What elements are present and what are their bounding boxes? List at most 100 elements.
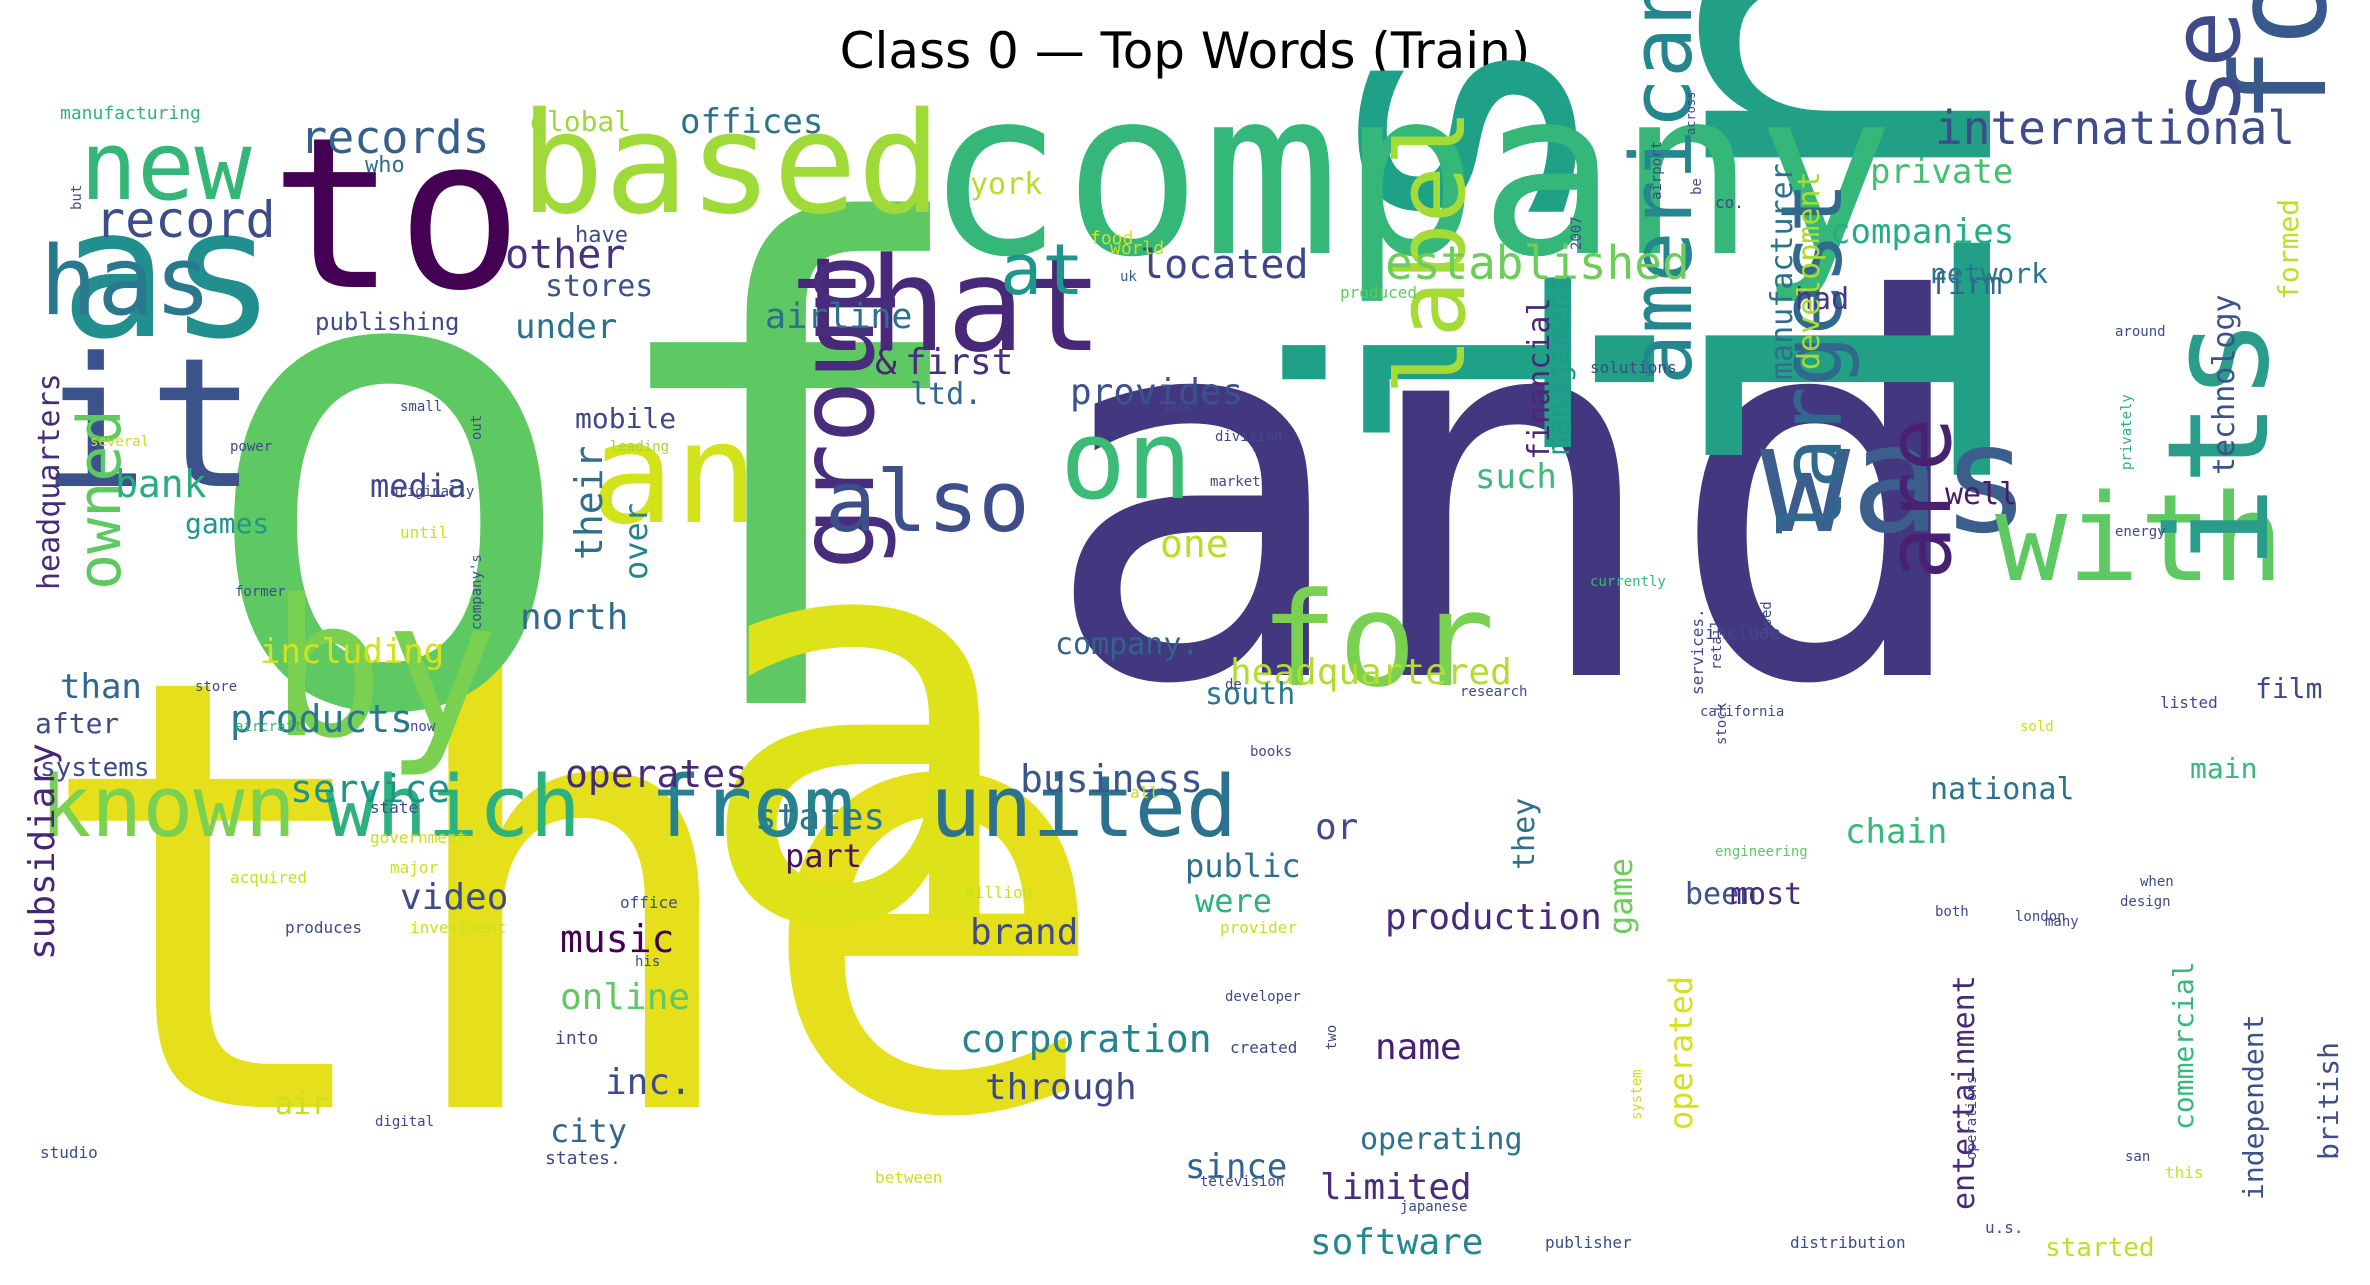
cloud-word: san [2125, 1149, 2151, 1165]
cloud-word: game [1602, 857, 1640, 935]
cloud-word: his [635, 954, 661, 970]
cloud-word: had [1795, 282, 1850, 317]
cloud-word: around [2115, 324, 2166, 340]
cloud-word: division [1215, 429, 1283, 445]
cloud-word: two [1324, 1024, 1340, 1050]
cloud-word: with [1995, 470, 2284, 609]
cloud-word: produced [1340, 283, 1418, 302]
cloud-word: that [790, 229, 1104, 381]
cloud-word: firm [1930, 267, 2003, 302]
cloud-word: united [930, 758, 1238, 857]
cloud-word: airport [1649, 140, 1665, 200]
cloud-word: known [40, 758, 296, 857]
cloud-word: after [35, 707, 120, 740]
cloud-word: all [1130, 783, 1159, 802]
cloud-word: bus [1165, 399, 1191, 415]
cloud-word: airline [765, 297, 913, 337]
cloud-word: & [875, 342, 897, 383]
cloud-word: mobile [575, 402, 677, 435]
cloud-word: on [1060, 396, 1193, 524]
cloud-word: when [2140, 874, 2174, 890]
cloud-word: online [560, 977, 691, 1018]
cloud-word: states. [545, 1148, 621, 1169]
cloud-word: engineering [1715, 844, 1808, 860]
cloud-word: been [1685, 877, 1758, 912]
cloud-word: ltd. [910, 377, 983, 412]
cloud-word: power [230, 439, 273, 455]
cloud-word: have [575, 223, 628, 248]
cloud-word: research [1460, 684, 1528, 700]
cloud-word: into [555, 1028, 599, 1049]
cloud-word: financial [1522, 297, 1557, 460]
cloud-word: corporation [960, 1017, 1212, 1061]
cloud-word: government [370, 828, 467, 847]
cloud-word: food [1090, 228, 1134, 249]
cloud-word: an [590, 393, 759, 556]
cloud-word: energy [2115, 524, 2166, 540]
cloud-word: london [2015, 909, 2066, 925]
cloud-word: a [690, 399, 1028, 1051]
cloud-word: record [95, 191, 276, 249]
cloud-word: television [1200, 1174, 1285, 1190]
cloud-word: from [650, 758, 855, 857]
cloud-word: world [1110, 238, 1165, 259]
cloud-word: music [560, 917, 675, 961]
cloud-word: aircraft [235, 719, 303, 735]
cloud-word: state [370, 798, 419, 817]
cloud-word: at [1000, 229, 1085, 311]
cloud-word: developer [1225, 989, 1301, 1005]
cloud-word: british [2312, 1041, 2345, 1160]
cloud-word: originally [390, 484, 475, 500]
cloud-word: operates [565, 752, 749, 796]
cloud-word: global [530, 105, 632, 138]
cloud-word: headquartered [1230, 652, 1512, 693]
cloud-word: most [1730, 877, 1803, 912]
cloud-word: film [2255, 672, 2323, 705]
cloud-word: until [400, 523, 449, 542]
cloud-word: offices [680, 102, 824, 142]
cloud-word: which [325, 758, 581, 857]
cloud-word: to [270, 92, 523, 337]
cloud-word: and [1040, 192, 1980, 798]
cloud-word: sold [2020, 719, 2054, 735]
cloud-word: publisher [1545, 1233, 1632, 1252]
cloud-word: california [1700, 704, 1785, 720]
cloud-word: well [1945, 477, 2018, 512]
cloud-word: but [69, 184, 85, 210]
cloud-word: network [1930, 257, 2049, 290]
cloud-word: by [270, 559, 499, 780]
cloud-word: name [1375, 1027, 1462, 1068]
cloud-word: store [195, 679, 238, 695]
cloud-word: under [515, 307, 618, 347]
cloud-word: or [1315, 807, 1359, 848]
cloud-word: u.s. [1985, 1218, 2024, 1237]
cloud-word: business [1020, 757, 1204, 801]
cloud-word: software [1310, 1222, 1484, 1263]
cloud-word: media [370, 467, 467, 505]
cloud-word: south [1205, 677, 1296, 712]
cloud-word: over [617, 502, 655, 580]
cloud-word: located [1140, 242, 1309, 288]
cloud-word: many [2045, 914, 2079, 930]
cloud-word: solutions [1590, 358, 1677, 377]
cloud-word: subsidiary [22, 743, 63, 960]
cloud-word: produces [285, 918, 363, 937]
cloud-word: this [2165, 1163, 2204, 1182]
cloud-word: air [275, 1087, 330, 1122]
cloud-word: privately [2119, 394, 2135, 470]
cloud-word: digital [375, 1114, 435, 1130]
cloud-word: such [1475, 457, 1557, 497]
cloud-word: video [400, 877, 509, 918]
cloud-word: provider [1220, 918, 1298, 937]
cloud-word: between [875, 1168, 943, 1187]
cloud-word: company's [469, 554, 485, 630]
cloud-word: now [410, 719, 436, 735]
cloud-word: manufacturing [60, 103, 201, 124]
cloud-word: companies [1830, 212, 2015, 252]
cloud-word: public [1185, 847, 1301, 885]
cloud-word: part [785, 837, 863, 875]
cloud-word: new [80, 112, 252, 222]
cloud-word: production [1385, 897, 1602, 938]
cloud-word: operations [1964, 1075, 1980, 1160]
cloud-word: development [1792, 171, 1827, 370]
